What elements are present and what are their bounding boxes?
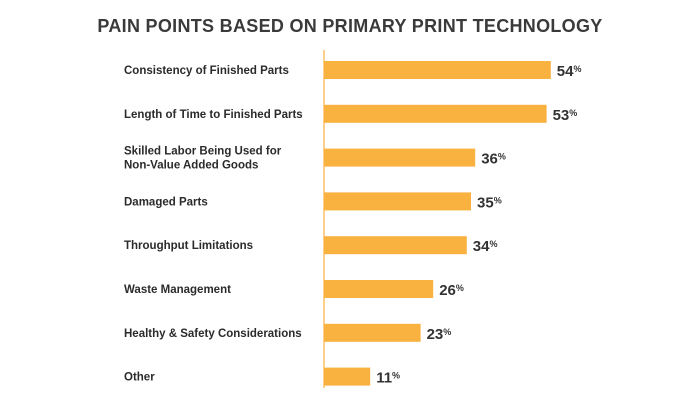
category-label: Other xyxy=(124,372,155,384)
bar xyxy=(324,280,434,298)
bar xyxy=(324,104,547,123)
category-label: Healthy & Safety Considerations xyxy=(124,328,302,340)
bar xyxy=(324,148,476,167)
value-label: 26% xyxy=(439,282,464,299)
bar xyxy=(324,61,551,79)
category-label: Skilled Labor Being Used for Non-Value Ad… xyxy=(124,146,282,172)
category-label: Throughput Limitations xyxy=(124,240,253,252)
category-label: Damaged Parts xyxy=(124,196,208,208)
chart-title: PAIN POINTS BASED ON PRIMARY PRINT TECHN… xyxy=(97,16,603,36)
bar xyxy=(324,236,467,255)
value-label: 54% xyxy=(557,63,582,80)
value-label: 36% xyxy=(481,151,506,168)
category-label: Consistency of Finished Parts xyxy=(124,65,289,77)
bar xyxy=(324,367,371,386)
value-label: 35% xyxy=(477,194,502,211)
category-label: Waste Management xyxy=(124,284,231,296)
bar xyxy=(324,192,471,211)
bar xyxy=(324,323,421,342)
value-label: 34% xyxy=(473,238,498,255)
value-label: 23% xyxy=(427,326,452,343)
value-label: 11% xyxy=(376,370,400,387)
category-label: Length of Time to Finished Parts xyxy=(124,109,303,121)
value-label: 53% xyxy=(553,107,578,124)
